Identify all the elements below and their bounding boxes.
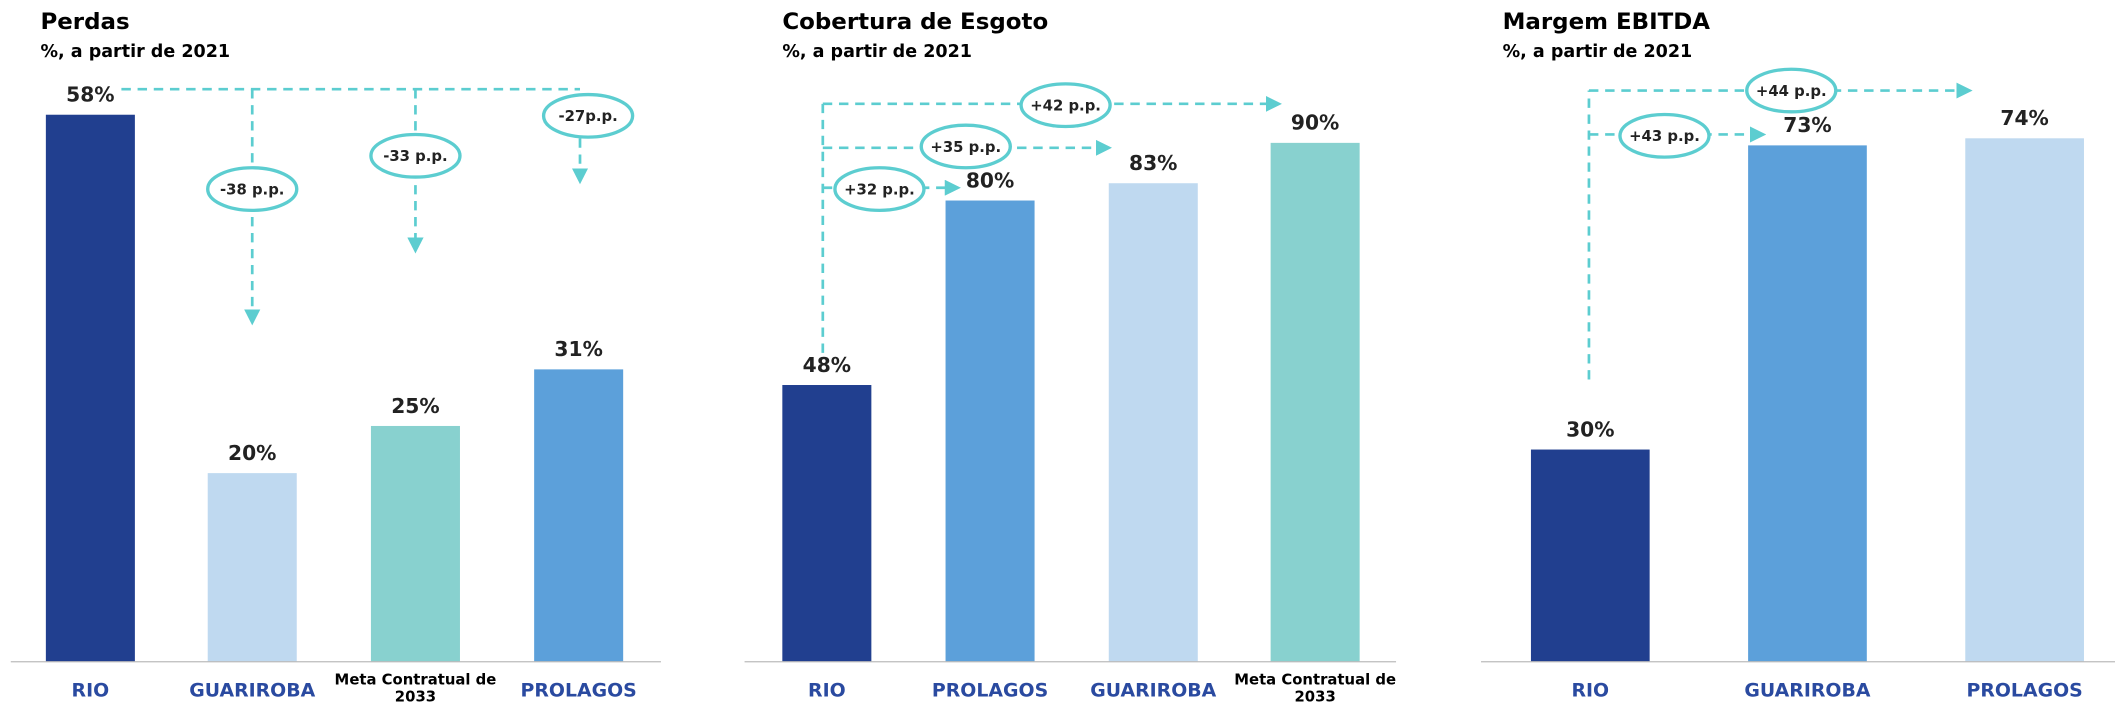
value-label: 58% — [66, 83, 114, 107]
value-label: 30% — [1566, 417, 1614, 441]
chart-subtitle: %, a partir de 2021 — [782, 42, 972, 62]
annotation-bubble — [919, 123, 1012, 170]
bar — [1748, 145, 1867, 662]
annotation-text: +44 p.p. — [1756, 83, 1827, 100]
category-text: GUARIROBA — [189, 680, 316, 702]
annotation-bubble — [1019, 82, 1112, 129]
value-label: 83% — [1129, 151, 1177, 175]
chart-title: Cobertura de Esgoto — [782, 9, 1048, 35]
bar — [1270, 142, 1360, 662]
annotation-bubble — [541, 92, 635, 139]
annotation-text: +42 p.p. — [1030, 98, 1101, 115]
category-label: GUARIROBA — [1744, 680, 1871, 702]
category-label: GUARIROBA — [1090, 680, 1217, 702]
value-label: 20% — [228, 441, 276, 465]
annotation-text: +32 p.p. — [844, 181, 915, 198]
category-text: PROLAGOS — [1966, 680, 2083, 702]
bar — [1108, 183, 1198, 662]
annotation-text: +35 p.p. — [930, 139, 1001, 156]
category-label: RIO — [71, 680, 110, 702]
bar — [1530, 449, 1650, 662]
annotation-bubble — [833, 166, 926, 213]
value-label: 31% — [554, 337, 602, 361]
category-label: PROLAGOS — [931, 680, 1049, 702]
chart-subtitle: %, a partir de 2021 — [40, 42, 230, 62]
category-label: Meta Contratual de 2033 — [1234, 672, 1397, 706]
category-text: GUARIROBA — [1744, 680, 1871, 702]
category-text: RIO — [1571, 680, 1610, 702]
category-text: Meta Contratual de 2033 — [334, 672, 497, 706]
value-label: 48% — [803, 353, 851, 377]
category-label: GUARIROBA — [189, 680, 316, 702]
category-text: PROLAGOS — [520, 680, 637, 702]
category-text: PROLAGOS — [931, 680, 1049, 702]
chart-title: Perdas — [40, 9, 129, 35]
value-label: 25% — [391, 394, 439, 418]
category-label: PROLAGOS — [520, 680, 637, 702]
bar — [370, 425, 460, 662]
chart-subtitle: %, a partir de 2021 — [1503, 42, 1693, 62]
category-text: RIO — [808, 680, 846, 702]
category-label: RIO — [1571, 680, 1610, 702]
annotation-bubble — [206, 166, 299, 213]
category-text: Meta Contratual de 2033 — [1234, 672, 1397, 706]
bar — [945, 200, 1035, 662]
category-label: PROLAGOS — [1966, 680, 2083, 702]
bar — [1965, 138, 2084, 662]
category-label: Meta Contratual de 2033 — [334, 672, 497, 706]
category-label: RIO — [808, 680, 846, 702]
value-label: 74% — [2000, 106, 2048, 130]
bar — [534, 369, 624, 662]
annotation-bubble — [1745, 67, 1838, 114]
annotation-bubble — [1618, 112, 1711, 159]
annotation-text: +43 p.p. — [1629, 128, 1700, 145]
bar — [782, 385, 872, 662]
annotation-text: -33 p.p. — [383, 148, 447, 165]
category-text: RIO — [71, 680, 110, 702]
annotation-text: -27p.p. — [558, 108, 617, 125]
bar — [45, 114, 135, 662]
category-text: GUARIROBA — [1090, 680, 1217, 702]
chart-title: Margem EBITDA — [1503, 9, 1711, 35]
value-label: 80% — [966, 168, 1014, 192]
value-label: 73% — [1783, 113, 1831, 137]
annotation-bubble — [369, 132, 462, 179]
value-label: 90% — [1291, 111, 1339, 135]
annotation-text: -38 p.p. — [220, 181, 284, 198]
bar — [207, 473, 297, 662]
